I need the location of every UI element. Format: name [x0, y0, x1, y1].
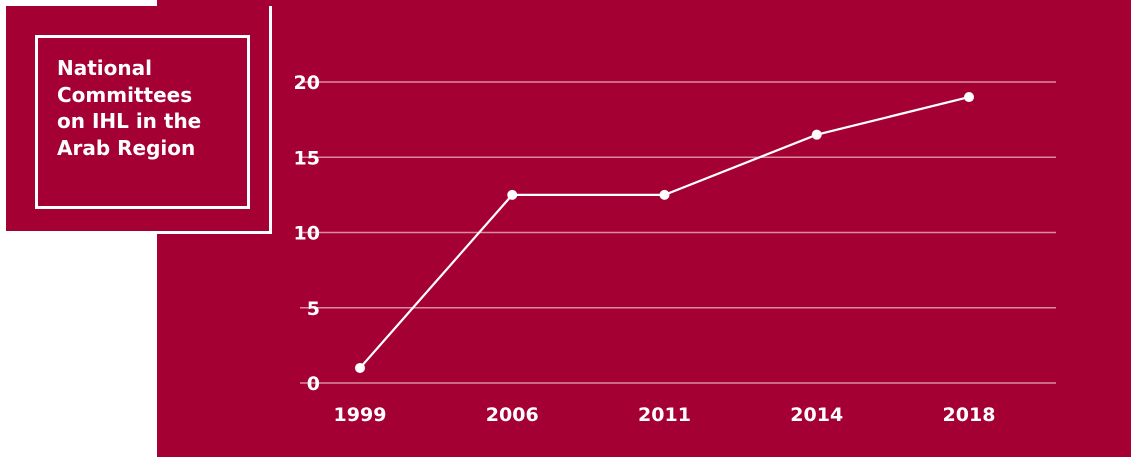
y-tick-label-0: 0 [307, 373, 320, 395]
x-tick-label-1999: 1999 [334, 404, 387, 426]
y-tick-label-15: 15 [294, 147, 320, 169]
title-block: National Committees on IHL in the Arab R… [6, 6, 272, 234]
series [355, 92, 974, 373]
y-axis-tick-labels: 0 5 10 15 20 [294, 72, 320, 395]
data-point-2006 [507, 189, 518, 200]
chart-panel [157, 0, 1131, 457]
data-point-2014 [811, 129, 822, 140]
x-axis-tick-labels: 1999 2006 2011 2014 2018 [334, 404, 996, 426]
y-tick-label-10: 10 [294, 223, 320, 245]
x-tick-label-2018: 2018 [943, 404, 996, 426]
grid-lines [300, 81, 1056, 384]
x-tick-label-2011: 2011 [638, 404, 691, 426]
data-point-2018 [964, 92, 974, 103]
y-tick-label-5: 5 [307, 298, 320, 320]
x-tick-label-2006: 2006 [486, 404, 539, 426]
data-point-2011 [659, 189, 670, 200]
x-tick-label-2014: 2014 [790, 404, 843, 426]
chart-title: National Committees on IHL in the Arab R… [57, 56, 202, 160]
y-tick-label-20: 20 [294, 72, 320, 94]
title-frame: National Committees on IHL in the Arab R… [35, 35, 250, 209]
data-point-1999 [355, 362, 365, 373]
